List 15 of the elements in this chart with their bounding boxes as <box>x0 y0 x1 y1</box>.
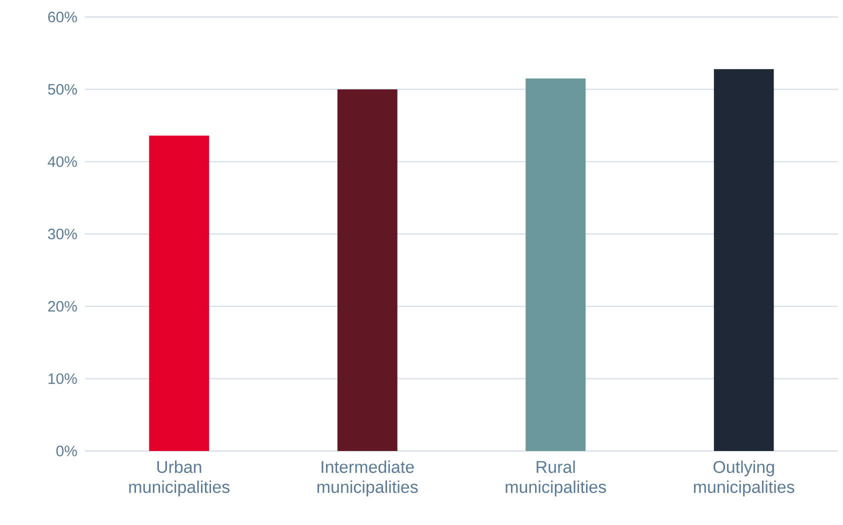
y-tick-label: 30% <box>48 228 77 240</box>
y-tick-label: 60% <box>48 12 77 22</box>
bar <box>714 69 774 451</box>
y-tick-label: 10% <box>48 373 77 384</box>
bar <box>526 78 586 451</box>
x-tick-label: Urban municipalities <box>129 460 230 496</box>
y-tick-label: 20% <box>48 301 77 312</box>
y-tick-label: 50% <box>48 84 77 95</box>
bar <box>337 89 398 451</box>
x-tick-label: Rural municipalities <box>506 460 606 496</box>
x-tick-label: Intermediate municipalities <box>317 460 418 496</box>
y-tick-label: 0% <box>56 446 77 456</box>
bar <box>149 136 210 451</box>
y-tick-label: 40% <box>48 156 77 167</box>
x-tick-label: Outlying municipalities <box>694 460 794 496</box>
